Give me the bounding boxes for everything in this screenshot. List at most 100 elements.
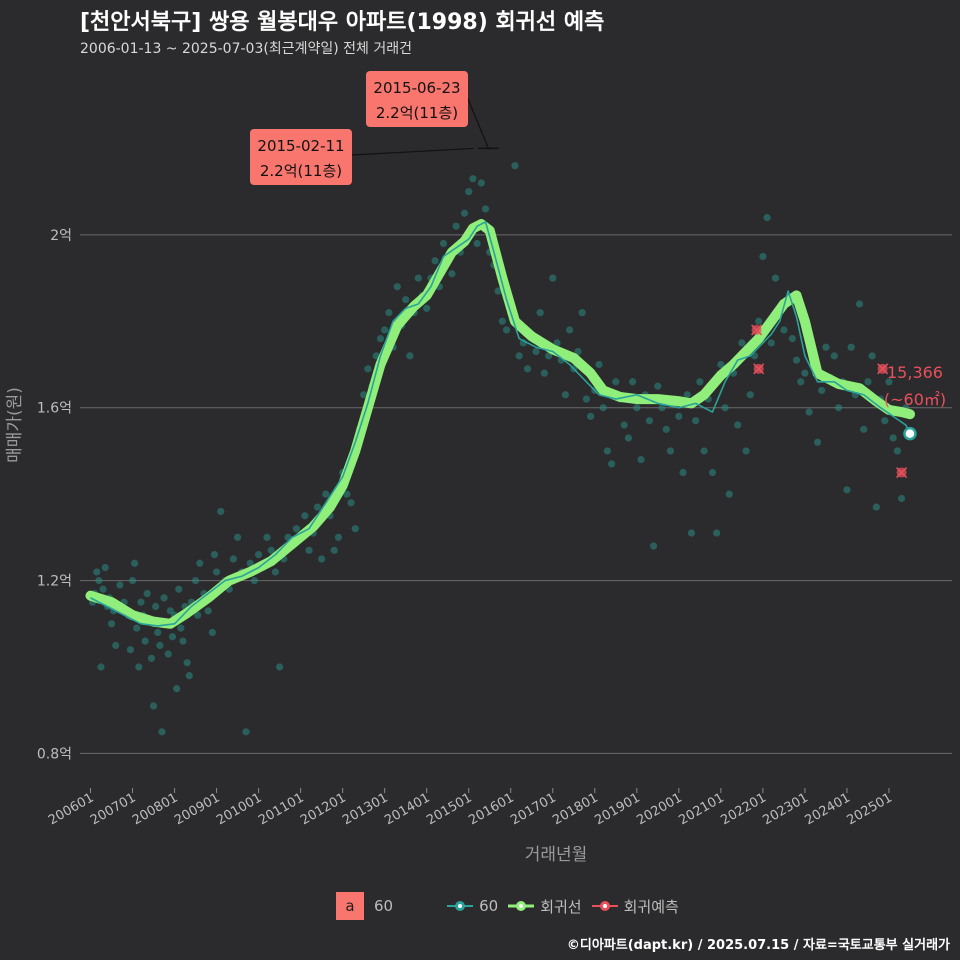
annotation-leader bbox=[467, 98, 490, 149]
data-point bbox=[624, 434, 633, 442]
data-point bbox=[376, 334, 385, 343]
x-tick-label: 201801 bbox=[550, 790, 600, 828]
data-point bbox=[666, 447, 675, 455]
data-point bbox=[95, 576, 103, 585]
source-caption: ©디아파트(dapt.kr) / 2025.07.15 / 자료=국토교통부 실… bbox=[566, 938, 950, 953]
data-point bbox=[149, 702, 158, 710]
data-point bbox=[126, 646, 135, 654]
data-point bbox=[725, 490, 733, 498]
data-point bbox=[175, 585, 183, 593]
x-tick-label: 200801 bbox=[130, 790, 180, 828]
latest-transaction-marker bbox=[903, 426, 917, 441]
data-point bbox=[637, 455, 645, 464]
annotation-date: 2015-02-11 bbox=[257, 137, 344, 155]
data-point bbox=[532, 347, 540, 356]
x-tick-label: 202001 bbox=[634, 790, 684, 828]
data-point bbox=[164, 650, 172, 658]
y-tick-label: 1.6억 bbox=[37, 401, 72, 417]
forecast-cross bbox=[877, 363, 889, 375]
data-point bbox=[696, 378, 704, 386]
data-point bbox=[738, 339, 746, 347]
legend-label-text: 60 bbox=[374, 897, 394, 915]
data-point bbox=[255, 551, 263, 559]
data-point bbox=[658, 404, 666, 412]
data-point bbox=[759, 252, 767, 261]
data-point bbox=[143, 589, 151, 598]
data-point bbox=[599, 404, 607, 412]
data-point bbox=[683, 391, 691, 399]
legend-regression-swatch bbox=[508, 901, 535, 911]
data-point bbox=[473, 239, 481, 248]
end-label-price: 15,366 bbox=[887, 363, 943, 382]
data-point bbox=[414, 274, 422, 282]
data-point bbox=[650, 542, 658, 550]
data-point bbox=[271, 568, 280, 576]
annotation-leader bbox=[351, 147, 474, 156]
data-point bbox=[196, 559, 204, 567]
x-tick-label: 202101 bbox=[676, 790, 726, 828]
data-point bbox=[381, 326, 389, 334]
y-tick-label: 2억 bbox=[50, 228, 72, 244]
forecast-cross bbox=[753, 363, 765, 375]
legend-area-swatch bbox=[447, 901, 474, 911]
x-tick-label: 201001 bbox=[214, 790, 264, 828]
data-point bbox=[620, 421, 628, 429]
data-point bbox=[212, 568, 221, 576]
x-tick-label: 200601 bbox=[46, 790, 96, 828]
data-point bbox=[128, 576, 137, 585]
data-point bbox=[763, 213, 771, 222]
end-label-area: (~60㎡) bbox=[884, 390, 946, 409]
data-point bbox=[112, 641, 120, 649]
legend: a 60 60 회귀선 회귀예측 bbox=[336, 892, 679, 920]
x-tick-label: 202401 bbox=[802, 790, 852, 828]
data-point bbox=[717, 360, 725, 369]
data-point bbox=[578, 309, 586, 317]
data-point bbox=[822, 343, 830, 351]
data-point bbox=[191, 576, 200, 585]
data-point bbox=[439, 239, 448, 248]
data-point bbox=[734, 421, 742, 429]
data-point bbox=[818, 386, 826, 395]
x-tick-label: 202501 bbox=[844, 790, 894, 828]
data-point bbox=[792, 356, 801, 364]
data-point bbox=[322, 490, 330, 498]
annotation-box bbox=[366, 71, 468, 127]
data-point bbox=[101, 564, 109, 572]
area-60-line bbox=[90, 221, 911, 627]
data-point bbox=[889, 434, 897, 442]
data-point bbox=[897, 494, 906, 503]
data-point bbox=[881, 417, 889, 425]
data-point bbox=[540, 369, 548, 377]
data-point bbox=[868, 352, 876, 360]
data-point bbox=[406, 352, 414, 360]
y-tick-label: 1.2억 bbox=[37, 574, 72, 590]
data-point bbox=[675, 412, 683, 420]
data-point bbox=[276, 663, 284, 671]
data-point bbox=[692, 417, 700, 425]
data-point bbox=[301, 512, 309, 520]
data-point bbox=[498, 317, 506, 325]
data-point bbox=[250, 576, 258, 585]
data-point bbox=[452, 222, 460, 230]
data-point bbox=[141, 637, 149, 645]
data-point bbox=[131, 559, 139, 567]
data-point bbox=[830, 352, 838, 360]
annotation-price: 2.2억(11층) bbox=[376, 104, 458, 122]
data-point bbox=[385, 309, 393, 317]
x-tick-label: 201501 bbox=[424, 790, 474, 828]
chart-subtitle: 2006-01-13 ~ 2025-07-03(최근계약일) 전체 거래건 bbox=[80, 41, 412, 57]
data-point bbox=[179, 637, 187, 645]
legend-item-regression: 회귀선 bbox=[508, 896, 582, 917]
legend-forecast-swatch bbox=[591, 901, 618, 911]
data-point bbox=[217, 507, 225, 516]
data-point bbox=[292, 525, 301, 533]
data-point bbox=[448, 270, 456, 278]
data-point bbox=[152, 602, 160, 611]
data-point bbox=[160, 594, 168, 602]
x-tick-label: 201401 bbox=[382, 790, 432, 828]
data-point bbox=[797, 378, 805, 386]
legend-item-area: 60 bbox=[447, 897, 498, 915]
data-point bbox=[465, 188, 473, 196]
data-point bbox=[156, 641, 164, 649]
data-point bbox=[318, 555, 326, 563]
